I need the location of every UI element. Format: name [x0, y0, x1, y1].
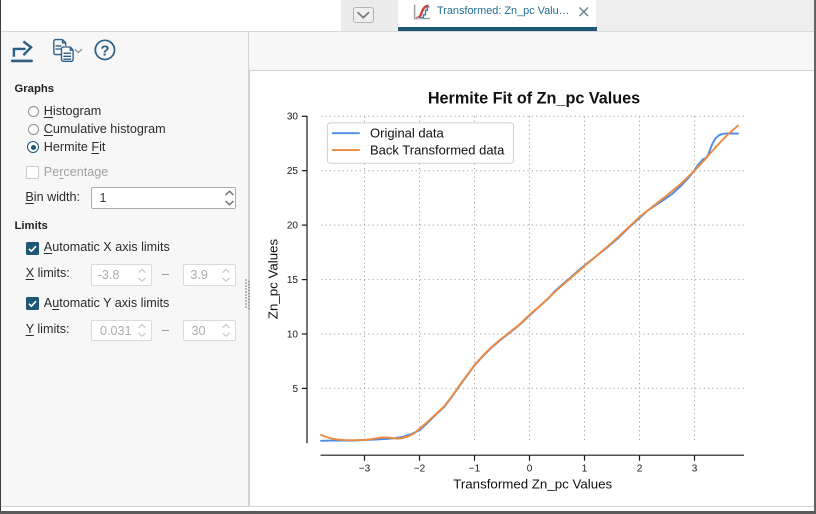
- svg-text:30: 30: [287, 112, 299, 123]
- svg-text:−2: −2: [414, 464, 426, 475]
- svg-text:?: ?: [100, 43, 109, 60]
- svg-text:Transformed Zn_pc Values: Transformed Zn_pc Values: [453, 477, 612, 492]
- svg-text:Back Transformed data: Back Transformed data: [370, 143, 505, 158]
- svg-text:5: 5: [292, 384, 298, 395]
- svg-text:0: 0: [527, 464, 533, 475]
- svg-text:−1: −1: [469, 464, 481, 475]
- svg-text:2: 2: [637, 464, 643, 475]
- svg-text:Original data: Original data: [370, 126, 444, 141]
- svg-text:−3: −3: [359, 464, 371, 475]
- svg-text:10: 10: [287, 329, 299, 340]
- svg-text:Hermite Fit of Zn_pc Values: Hermite Fit of Zn_pc Values: [428, 90, 640, 108]
- svg-text:1: 1: [582, 464, 588, 475]
- svg-text:20: 20: [287, 221, 299, 232]
- svg-text:Zn_pc Values: Zn_pc Values: [266, 238, 281, 319]
- svg-text:25: 25: [287, 166, 299, 177]
- svg-text:15: 15: [287, 275, 299, 286]
- svg-text:3: 3: [692, 464, 698, 475]
